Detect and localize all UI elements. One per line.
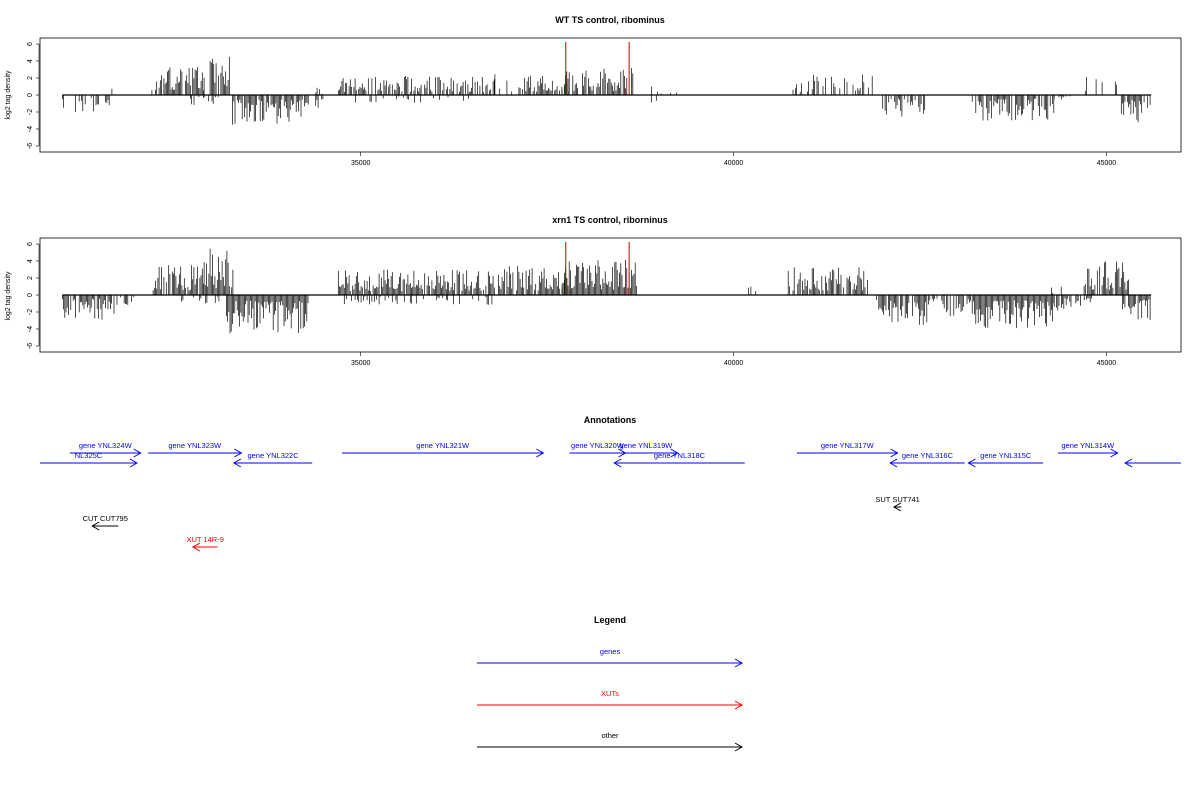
xrn1-x-ticks: 35000 40000 45000 bbox=[351, 352, 1116, 367]
xrn1-y-ticks: 6 4 2 0 -2 -4 -6 bbox=[27, 242, 40, 349]
feature-arrow bbox=[91, 521, 119, 531]
y-tick-label: -6 bbox=[27, 343, 34, 349]
feature-label: gene YNL317W bbox=[821, 441, 875, 450]
feature-arrow bbox=[614, 448, 679, 458]
legend-arrow-gene bbox=[477, 658, 744, 668]
wt-track-title: WT TS control, ribominus bbox=[555, 15, 665, 25]
feature-label: NL325C bbox=[75, 451, 103, 460]
feature-label: gene YNL324W bbox=[79, 441, 133, 450]
xrn1-density-bars bbox=[62, 248, 1151, 334]
y-tick-label: -4 bbox=[27, 326, 34, 332]
feature-arrow bbox=[342, 448, 545, 458]
x-tick-label: 45000 bbox=[1097, 360, 1117, 367]
feature-arrow bbox=[148, 448, 243, 458]
x-tick-label: 40000 bbox=[724, 360, 744, 367]
y-tick-label: 6 bbox=[27, 42, 34, 46]
y-tick-label: 0 bbox=[27, 93, 34, 97]
feature-label: XUT 14R-9 bbox=[186, 535, 223, 544]
wt-plot-frame bbox=[39, 37, 1182, 153]
wt-y-axis-label: log2 tag density bbox=[5, 70, 12, 120]
feature-arrow bbox=[69, 448, 142, 458]
wt-y-ticks: 6 4 2 0 -2 -4 -6 bbox=[27, 42, 40, 149]
wt-track-panel: WT TS control, ribominus log2 tag densit… bbox=[5, 15, 1182, 167]
y-tick-label: -2 bbox=[27, 109, 34, 115]
feature-label: gene YNL322C bbox=[247, 451, 299, 460]
legend-label: XUTs bbox=[601, 689, 619, 698]
legend-label: other bbox=[601, 731, 619, 740]
y-tick-label: 2 bbox=[27, 76, 34, 80]
y-tick-label: -2 bbox=[27, 309, 34, 315]
x-tick-label: 40000 bbox=[724, 160, 744, 167]
y-tick-label: 0 bbox=[27, 293, 34, 297]
legend-title: Legend bbox=[594, 615, 626, 625]
feature-label: gene YNL316C bbox=[902, 451, 954, 460]
feature-label: gene YNL319W bbox=[620, 441, 674, 450]
legend-items: genes XUTs other bbox=[477, 647, 744, 752]
wt-highlight-lines bbox=[565, 42, 630, 95]
feature-arrow bbox=[40, 458, 138, 468]
legend-panel: Legend genes XUTs other bbox=[477, 615, 744, 752]
annotations-title: Annotations bbox=[584, 415, 637, 425]
feature-arrow bbox=[191, 542, 218, 552]
x-tick-label: 35000 bbox=[351, 160, 371, 167]
wt-x-ticks: 35000 40000 45000 bbox=[351, 152, 1116, 167]
y-tick-label: -6 bbox=[27, 143, 34, 149]
x-tick-label: 35000 bbox=[351, 360, 371, 367]
wt-density-bars bbox=[62, 56, 1151, 125]
xrn1-highlight-lines bbox=[565, 242, 630, 295]
feature-label: gene YNL314W bbox=[1061, 441, 1115, 450]
legend-arrow-other bbox=[477, 742, 744, 752]
y-tick-label: 2 bbox=[27, 276, 34, 280]
feature-label: gene YNL321W bbox=[416, 441, 470, 450]
y-tick-label: 4 bbox=[27, 59, 34, 63]
feature-label: gene YNL315C bbox=[980, 451, 1032, 460]
feature-arrow bbox=[796, 448, 899, 458]
feature-arrow bbox=[1124, 458, 1181, 468]
feature-arrow bbox=[613, 458, 745, 468]
legend-label: genes bbox=[600, 647, 621, 656]
y-tick-label: 4 bbox=[27, 259, 34, 263]
y-tick-label: -4 bbox=[27, 126, 34, 132]
feature-label: CUT CUT795 bbox=[83, 514, 128, 523]
xrn1-y-axis-label: log2 tag density bbox=[5, 271, 12, 321]
feature-arrow bbox=[892, 502, 902, 512]
x-tick-label: 45000 bbox=[1097, 160, 1117, 167]
feature-label: gene YNL318C bbox=[654, 451, 706, 460]
y-tick-label: 6 bbox=[27, 242, 34, 246]
xrn1-track-title: xrn1 TS control, riborninus bbox=[552, 215, 668, 225]
feature-arrow bbox=[232, 458, 313, 468]
xrn1-track-panel: xrn1 TS control, riborninus log2 tag den… bbox=[5, 215, 1182, 367]
feature-label: gene YNL323W bbox=[168, 441, 222, 450]
feature-label: SUT SUT741 bbox=[875, 495, 919, 504]
xrn1-plot-frame bbox=[39, 237, 1182, 353]
legend-arrow-xut bbox=[477, 700, 744, 710]
feature-label: gene YNL320W bbox=[571, 441, 625, 450]
feature-arrow bbox=[967, 458, 1044, 468]
feature-arrow bbox=[889, 458, 965, 468]
feature-arrow bbox=[1057, 448, 1119, 458]
